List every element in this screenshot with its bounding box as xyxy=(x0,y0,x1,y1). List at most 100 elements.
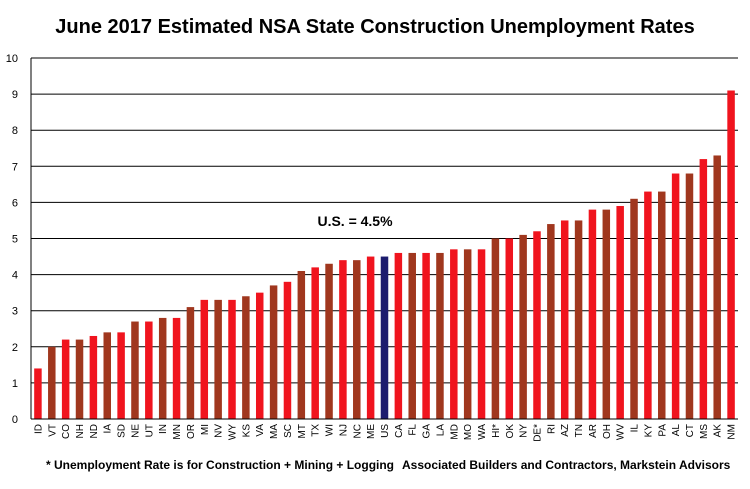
x-tick-label: AZ xyxy=(560,424,571,437)
bar-sd xyxy=(117,332,125,419)
bar-ms xyxy=(699,159,708,419)
x-tick-label: TX xyxy=(311,424,322,437)
bars xyxy=(34,90,735,420)
y-tick-label: 1 xyxy=(12,378,18,390)
x-tick-label: MS xyxy=(699,424,710,439)
bar-ok xyxy=(505,238,514,419)
bar-ga xyxy=(422,252,430,419)
bar-tn xyxy=(574,220,583,419)
x-tick-label: ND xyxy=(89,424,100,438)
y-tick-labels: 0 1 2 3 4 5 6 7 8 9 10 xyxy=(6,53,18,426)
x-tick-label: MO xyxy=(463,424,474,440)
x-tick-label: WY xyxy=(228,424,239,440)
y-tick-label: 6 xyxy=(12,197,18,209)
x-tick-label: MN xyxy=(172,424,183,440)
bar-us xyxy=(380,256,389,419)
x-tick-label: NM xyxy=(727,424,738,440)
x-tick-label: ID xyxy=(33,424,44,434)
x-tick-label: DE* xyxy=(532,424,543,442)
bar-la xyxy=(436,252,444,419)
x-tick-label: WV xyxy=(616,424,627,440)
x-tick-label: NJ xyxy=(338,424,349,436)
y-tick-label: 8 xyxy=(12,125,18,137)
y-tick-label: 3 xyxy=(12,306,18,318)
x-tick-label: VT xyxy=(47,424,58,437)
bar-ut xyxy=(145,321,153,419)
y-tick-label: 7 xyxy=(12,161,18,173)
bar-de xyxy=(533,231,541,419)
x-tick-label: FL xyxy=(408,424,419,436)
bar-hi xyxy=(491,238,500,419)
bar-pa xyxy=(658,191,666,419)
x-tick-label: HI* xyxy=(491,424,502,438)
bar-in xyxy=(158,317,167,419)
chart-title: June 2017 Estimated NSA State Constructi… xyxy=(55,16,695,38)
bar-nj xyxy=(339,260,347,419)
x-tick-label: PA xyxy=(657,424,668,437)
y-tick-label: 0 xyxy=(12,414,18,426)
x-tick-label: MI xyxy=(200,424,211,435)
x-tick-label: WA xyxy=(477,424,488,440)
x-tick-label: VA xyxy=(255,424,266,437)
bar-fl xyxy=(408,252,416,419)
bar-az xyxy=(560,220,569,419)
footnote-left: * Unemployment Rate is for Construction … xyxy=(46,458,395,472)
x-tick-label: CO xyxy=(61,424,72,439)
bar-oh xyxy=(602,209,611,419)
y-tick-label: 10 xyxy=(6,53,18,65)
x-tick-label: SC xyxy=(283,424,294,438)
x-tick-label: RI xyxy=(546,424,557,434)
x-tick-label: MT xyxy=(297,424,308,438)
x-tick-label: NV xyxy=(214,424,225,438)
bar-id xyxy=(34,368,42,419)
us-average-annotation: U.S. = 4.5% xyxy=(317,213,393,229)
bar-ak xyxy=(713,155,721,419)
bar-or xyxy=(186,307,195,419)
bar-co xyxy=(61,339,70,419)
bar-sc xyxy=(283,281,292,419)
y-tick-label: 2 xyxy=(12,342,18,354)
bar-ct xyxy=(685,173,694,419)
x-tick-label: MA xyxy=(269,424,280,439)
bar-me xyxy=(366,256,375,419)
x-tick-label: KS xyxy=(241,424,252,438)
x-tick-label: CT xyxy=(685,424,696,437)
bar-tx xyxy=(311,267,319,419)
bar-ma xyxy=(269,285,278,419)
x-tick-label: NE xyxy=(130,424,141,438)
bar-nd xyxy=(89,335,98,419)
bar-mn xyxy=(172,317,181,419)
bar-mi xyxy=(200,299,209,419)
bar-ny xyxy=(519,234,527,419)
x-tick-label: NY xyxy=(519,424,530,438)
bar-vt xyxy=(48,346,56,419)
x-tick-label: IN xyxy=(158,424,169,434)
x-tick-label: GA xyxy=(422,424,433,439)
bar-wa xyxy=(477,249,486,419)
bar-ri xyxy=(547,224,555,419)
bar-al xyxy=(671,173,680,419)
x-tick-label: CA xyxy=(394,424,405,438)
x-tick-label: LA xyxy=(435,424,446,437)
bar-wi xyxy=(325,263,333,419)
bar-wv xyxy=(616,206,624,419)
x-tick-label: UT xyxy=(144,424,155,437)
bar-mo xyxy=(463,249,472,419)
x-tick-label: SD xyxy=(117,424,128,438)
bar-ks xyxy=(242,296,250,419)
x-tick-label: OK xyxy=(505,424,516,439)
x-tick-label: IA xyxy=(103,424,114,434)
bar-md xyxy=(450,249,458,419)
bar-ne xyxy=(131,321,139,419)
x-tick-label: NH xyxy=(75,424,86,438)
y-tick-label: 4 xyxy=(12,270,18,282)
bar-wy xyxy=(228,299,236,419)
bar-ia xyxy=(103,332,111,419)
x-tick-label: AR xyxy=(588,424,599,438)
x-tick-label: AL xyxy=(671,424,682,437)
bar-nv xyxy=(214,299,222,419)
bar-mt xyxy=(297,270,306,419)
bar-nc xyxy=(353,260,361,419)
x-tick-label: KY xyxy=(643,424,654,438)
